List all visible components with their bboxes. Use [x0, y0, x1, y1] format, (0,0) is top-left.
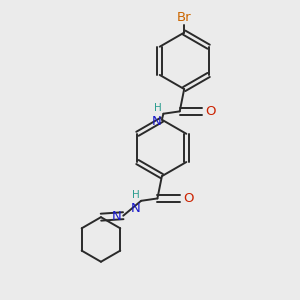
- Text: H: H: [132, 190, 140, 200]
- Text: O: O: [183, 192, 194, 205]
- Text: O: O: [206, 105, 216, 118]
- Text: N: N: [112, 210, 122, 223]
- Text: Br: Br: [177, 11, 191, 24]
- Text: H: H: [154, 103, 162, 113]
- Text: N: N: [130, 202, 140, 215]
- Text: N: N: [152, 115, 162, 128]
